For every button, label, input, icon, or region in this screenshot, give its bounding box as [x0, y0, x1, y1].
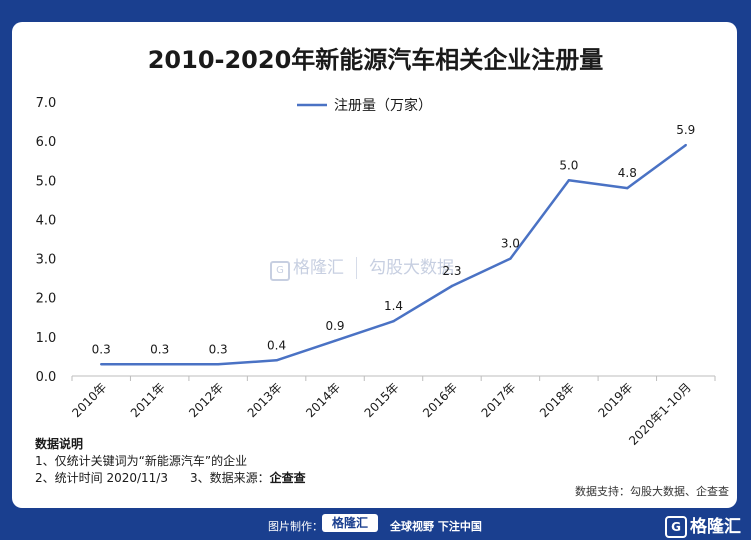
data-label: 4.8 [618, 166, 637, 180]
y-tick-label: 1.0 [36, 331, 57, 346]
logo-g-icon: G [665, 516, 687, 538]
notes-heading: 数据说明 [35, 437, 84, 451]
x-tick-label: 2017年 [479, 380, 519, 420]
data-point [626, 186, 629, 190]
y-tick-label: 7.0 [36, 96, 57, 111]
data-point [158, 363, 161, 366]
data-point [684, 143, 687, 147]
data-support: 数据支持：勾股大数据、企查查 [575, 485, 729, 498]
watermark-name-1: 格隆汇 [293, 258, 344, 278]
chart-title: 2010-2020年新能源汽车相关企业注册量 [147, 46, 604, 74]
x-tick-label: 2016年 [420, 380, 460, 420]
y-tick-label: 2.0 [36, 292, 57, 307]
data-point [100, 363, 103, 366]
data-point [216, 363, 220, 366]
data-label: 2.3 [442, 264, 461, 278]
chart-card [12, 22, 737, 508]
series-line [101, 144, 687, 366]
data-point [333, 339, 337, 342]
notes-line-1: 1、仅统计关键词为“新能源汽车”的企业 [35, 454, 248, 468]
data-label: 0.3 [150, 342, 169, 356]
data-label: 3.0 [501, 237, 520, 251]
data-label: 0.9 [325, 319, 344, 333]
footer-brand: 格隆汇 [322, 514, 378, 532]
footer-bar: 图片制作： 格隆汇 全球视野 下注中国 G 格隆汇 [0, 508, 751, 540]
data-label: 0.4 [267, 338, 286, 352]
x-tick-label: 2012年 [186, 380, 226, 420]
footer-made-label: 图片制作： [268, 520, 323, 533]
x-tick-label: 2018年 [537, 380, 577, 420]
data-label: 0.3 [209, 342, 228, 356]
legend-label: 注册量（万家） [334, 97, 432, 114]
watermark-name-2: 勾股大数据 [369, 258, 454, 278]
data-point [509, 257, 512, 260]
data-label: 0.3 [92, 342, 111, 356]
notes-source-label: 3、数据来源： [189, 471, 270, 485]
y-tick-label: 0.0 [36, 370, 57, 385]
watermark: G 格隆汇 勾股大数据 [270, 253, 454, 281]
y-tick-label: 3.0 [36, 253, 57, 268]
data-label: 5.0 [559, 158, 578, 172]
x-tick-label: 2013年 [245, 380, 285, 420]
y-tick-label: 5.0 [36, 174, 57, 189]
data-label: 1.4 [384, 299, 403, 313]
x-tick-label: 2010年 [69, 380, 109, 420]
watermark-divider [356, 257, 357, 279]
data-notes: 数据说明 1、仅统计关键词为“新能源汽车”的企业 2、统计时间 2020/11/… [35, 436, 306, 487]
data-point [392, 320, 395, 323]
notes-source-value: 企查查 [269, 471, 306, 485]
x-tick-label: 2020年1-10月 [626, 380, 694, 448]
notes-line-2: 2、统计时间 2020/11/3 3、数据来源：企查查 [35, 470, 306, 487]
data-point [275, 359, 278, 362]
x-tick-label: 2011年 [128, 380, 168, 420]
data-point [450, 284, 454, 288]
x-tick-label: 2019年 [595, 380, 635, 420]
y-tick-label: 4.0 [36, 213, 57, 228]
data-point [567, 179, 571, 182]
footer-logo: G 格隆汇 [665, 512, 741, 538]
footer-slogan: 全球视野 下注中国 [390, 520, 482, 533]
y-tick-label: 6.0 [36, 135, 57, 150]
notes-stat-time: 2、统计时间 2020/11/3 [35, 471, 168, 485]
x-tick-label: 2015年 [362, 380, 402, 420]
footer-logo-text: 格隆汇 [690, 517, 741, 537]
x-tick-label: 2014年 [303, 380, 343, 420]
watermark-logo-icon: G [270, 261, 290, 281]
data-label: 5.9 [676, 123, 695, 137]
